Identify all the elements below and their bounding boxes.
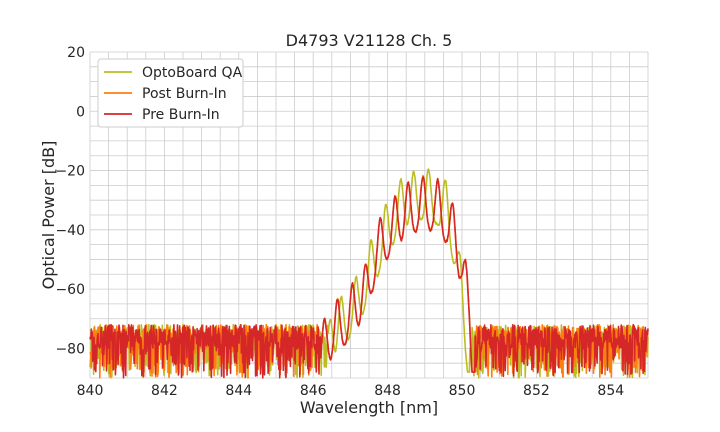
series-line xyxy=(89,176,649,379)
x-tick-label: 844 xyxy=(225,383,252,399)
y-tick-label: −40 xyxy=(55,223,85,239)
legend: OptoBoard QA Post Burn-In Pre Burn-In xyxy=(97,58,244,128)
chart-title: D4793 V21128 Ch. 5 xyxy=(286,31,453,50)
x-tick-label: 842 xyxy=(151,383,178,399)
tick-labels: 840 842 844 846 848 850 852 854 20 0 −20 −40 −60 −80 xyxy=(55,45,624,399)
x-tick-label: 854 xyxy=(597,383,624,399)
series-layer xyxy=(89,168,649,379)
x-tick-label: 850 xyxy=(449,383,476,399)
legend-label: Pre Burn-In xyxy=(142,107,220,123)
y-tick-label: 0 xyxy=(76,104,85,120)
legend-label: OptoBoard QA xyxy=(142,65,243,81)
x-tick-label: 848 xyxy=(374,383,401,399)
legend-frame xyxy=(97,58,244,128)
x-axis-title: Wavelength [nm] xyxy=(300,398,438,417)
x-tick-label: 840 xyxy=(77,383,104,399)
x-tick-label: 846 xyxy=(300,383,327,399)
y-tick-label: −20 xyxy=(55,164,85,180)
y-axis-title: Optical Power [dB] xyxy=(39,141,58,290)
x-tick-label: 852 xyxy=(523,383,550,399)
y-tick-label: −60 xyxy=(55,282,85,298)
y-tick-label: −80 xyxy=(55,341,85,357)
legend-label: Post Burn-In xyxy=(142,86,227,102)
y-tick-label: 20 xyxy=(67,45,85,61)
